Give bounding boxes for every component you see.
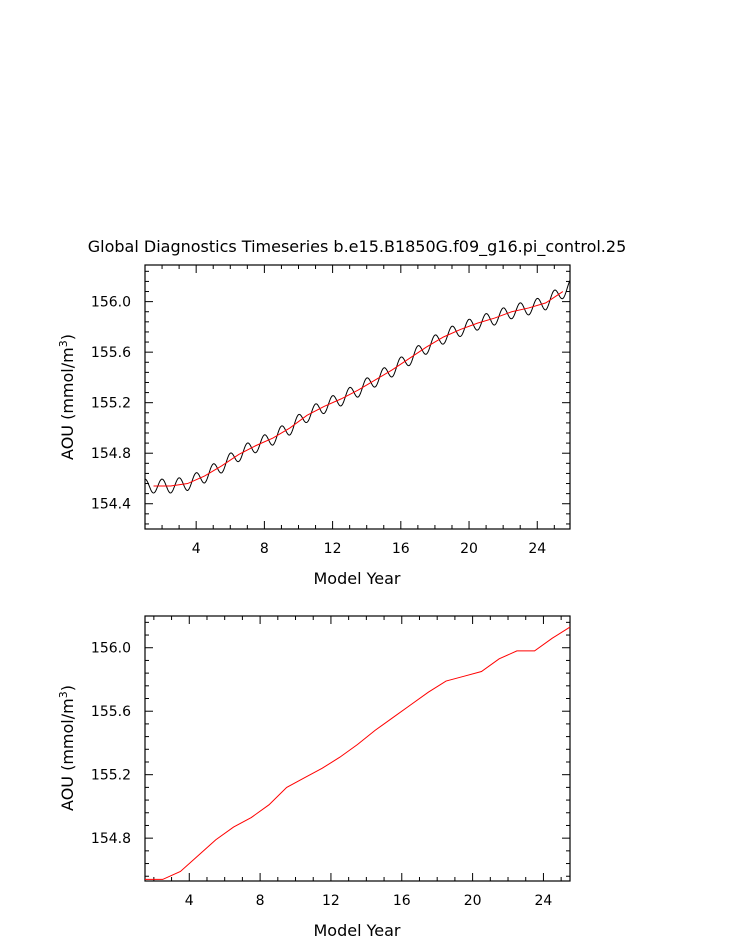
top-x-tick-labels: 4 8 12 16 20 24 <box>192 541 547 557</box>
top-plot-frame <box>144 264 571 530</box>
top-x-tick-label: 16 <box>392 541 410 557</box>
bottom-y-axis-label-main: AOU (mmol/m <box>58 698 77 811</box>
top-y-tick-label: 154.4 <box>91 497 131 513</box>
bottom-y-tick-label: 155.2 <box>91 768 131 784</box>
bottom-y-tick-label: 155.6 <box>91 704 131 720</box>
top-x-tick-label: 20 <box>460 541 478 557</box>
top-y-tick-label: 156.0 <box>91 295 131 311</box>
bottom-x-axis-label: Model Year <box>314 921 401 940</box>
bottom-y-tick-labels: 154.8 155.2 155.6 156.0 <box>91 641 131 847</box>
top-y-tick-label: 155.6 <box>91 345 131 361</box>
top-y-axis-label-close: ) <box>58 334 77 340</box>
top-y-tick-labels: 154.4 154.8 155.2 155.6 156.0 <box>91 295 131 513</box>
top-series <box>144 280 571 494</box>
top-x-tick-label: 24 <box>528 541 546 557</box>
top-monthly-series-line <box>144 280 571 494</box>
bottom-y-tick-label: 154.8 <box>91 831 131 847</box>
bottom-y-tick-label: 156.0 <box>91 641 131 657</box>
top-x-tick-label: 4 <box>192 541 201 557</box>
bottom-x-tick-label: 12 <box>322 893 340 909</box>
bottom-x-tick-label: 20 <box>464 893 482 909</box>
top-y-axis-label: AOU (mmol/m3) <box>57 334 77 460</box>
top-y-tick-label: 154.8 <box>91 446 131 462</box>
bottom-x-tick-label: 16 <box>393 893 411 909</box>
chart-title: Global Diagnostics Timeseries b.e15.B185… <box>88 237 627 257</box>
top-x-axis-label: Model Year <box>314 569 401 588</box>
top-x-tick-label: 8 <box>260 541 269 557</box>
bottom-x-tick-label: 4 <box>185 893 194 909</box>
top-y-tick-label: 155.2 <box>91 396 131 412</box>
bottom-y-axis-label-sup: 3 <box>57 691 70 698</box>
bottom-x-tick-labels: 4 8 12 16 20 24 <box>185 893 553 909</box>
bottom-ticks <box>145 616 570 881</box>
bottom-panel: 4 8 12 16 20 24 154.8 155.2 155.6 156.0 Model Ye… <box>57 615 571 940</box>
bottom-plot-frame <box>144 615 571 882</box>
top-y-axis-label-sup: 3 <box>57 340 70 347</box>
top-panel: 4 8 12 16 20 24 154.4 154.8 155.2 155.6 156.0 Mod… <box>57 264 571 588</box>
top-annual-series-line <box>153 291 564 487</box>
bottom-y-axis-label-close: ) <box>58 685 77 691</box>
bottom-y-axis-label: AOU (mmol/m3) <box>57 685 77 811</box>
bottom-annual-series-line <box>145 626 571 880</box>
bottom-series <box>145 626 571 880</box>
top-y-axis-label-main: AOU (mmol/m <box>58 347 77 460</box>
top-x-tick-label: 12 <box>324 541 342 557</box>
bottom-x-tick-label: 8 <box>256 893 265 909</box>
bottom-x-tick-label: 24 <box>535 893 553 909</box>
